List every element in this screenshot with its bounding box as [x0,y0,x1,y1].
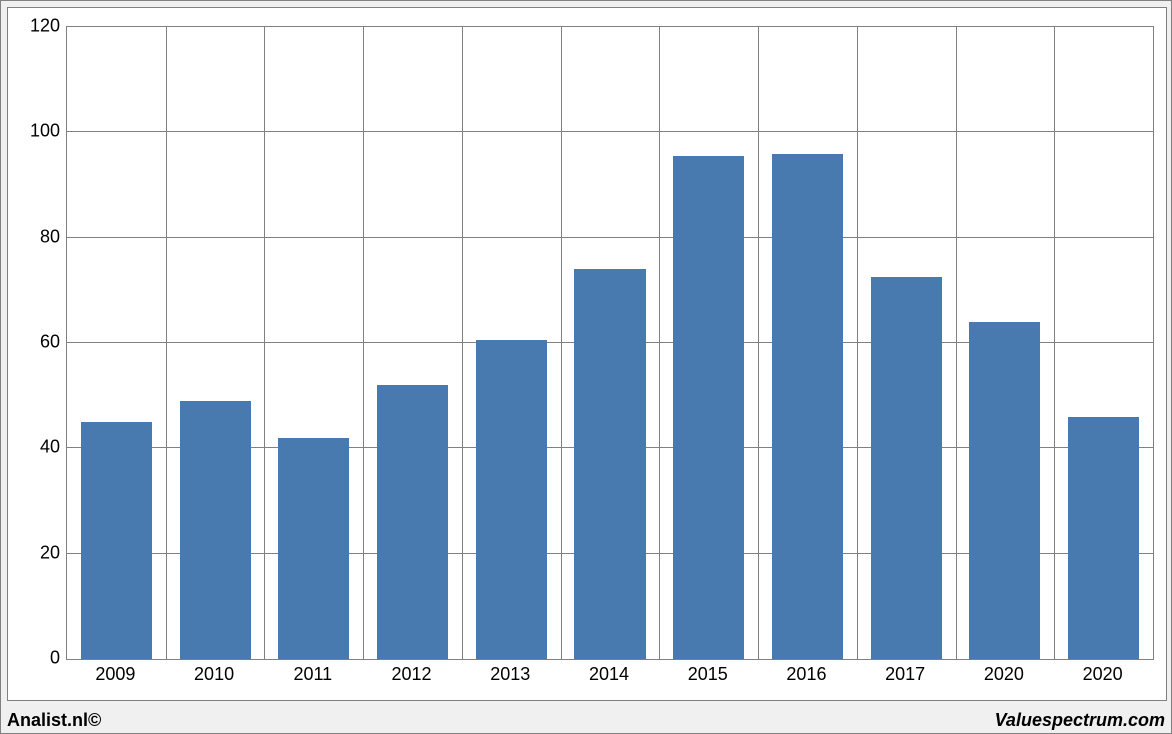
y-axis-label: 120 [14,16,60,37]
bar [180,401,251,659]
x-axis-label: 2009 [66,664,164,685]
bar [1068,417,1139,659]
footer: Analist.nl© Valuespectrum.com [7,707,1165,731]
outer-frame: 0 20 40 60 80 100 120 200920102011201220132014… [0,0,1172,734]
gridline-vertical [956,27,957,659]
x-axis-label: 2013 [461,664,559,685]
bar [673,156,744,659]
footer-left-text: Analist.nl© [7,710,101,731]
plot-area [66,26,1154,660]
x-axis-label: 2016 [757,664,855,685]
gridline [67,237,1153,238]
y-axis-label: 0 [14,648,60,669]
bar [772,154,843,659]
bar [871,277,942,659]
x-axis-label: 2020 [955,664,1053,685]
gridline-vertical [561,27,562,659]
x-axis-label: 2012 [363,664,461,685]
gridline-vertical [758,27,759,659]
gridline-vertical [166,27,167,659]
bar [476,340,547,659]
gridline-vertical [857,27,858,659]
x-axis-label: 2010 [165,664,263,685]
footer-right-text: Valuespectrum.com [995,710,1165,731]
gridline-vertical [363,27,364,659]
gridline-vertical [1054,27,1055,659]
bar [969,322,1040,659]
bar [377,385,448,659]
x-axis-label: 2020 [1054,664,1152,685]
y-axis-label: 60 [14,332,60,353]
y-axis-label: 80 [14,226,60,247]
gridline-vertical [264,27,265,659]
x-axis-label: 2014 [560,664,658,685]
x-axis-label: 2011 [264,664,362,685]
gridline-vertical [659,27,660,659]
chart-frame: 0 20 40 60 80 100 120 200920102011201220132014… [7,7,1167,701]
y-axis-label: 20 [14,542,60,563]
gridline [67,131,1153,132]
y-axis-label: 40 [14,437,60,458]
bar [81,422,152,659]
bar [574,269,645,659]
x-axis-label: 2015 [659,664,757,685]
x-axis-label: 2017 [856,664,954,685]
y-axis-label: 100 [14,121,60,142]
bar [278,438,349,659]
gridline-vertical [462,27,463,659]
